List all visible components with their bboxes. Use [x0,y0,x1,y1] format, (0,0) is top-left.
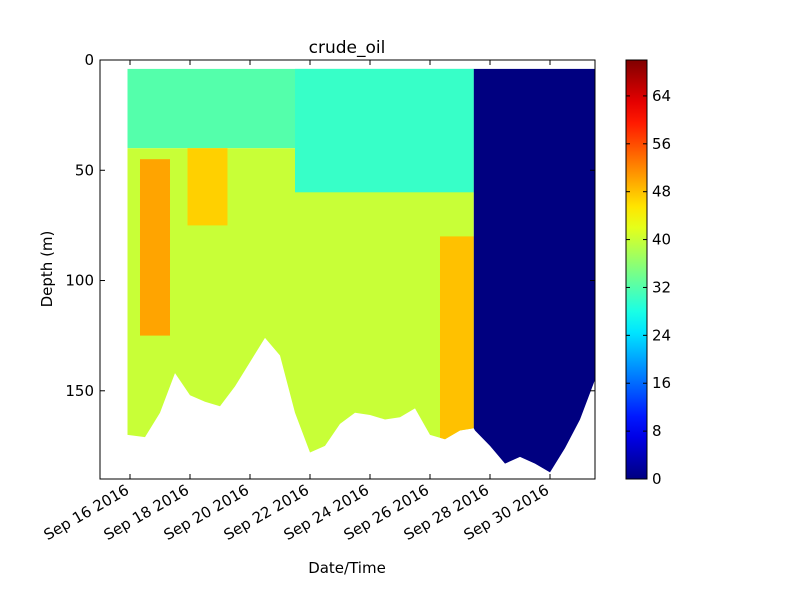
profile-data-layer [127,68,595,473]
colorbar-ticks: 0 8 16 24 32 40 48 56 64 [626,87,671,488]
colorbar-tick-label: 32 [652,278,671,296]
y-axis-ticks: 0 50 100 150 [65,51,595,400]
colorbar-tick-label: 24 [652,326,671,344]
colorbar-tick-label: 48 [652,183,671,201]
colorbar-gradient [625,59,648,480]
colorbar: 0 8 16 24 32 40 48 56 64 [625,59,671,488]
y-axis-label: Depth (m) [38,231,56,308]
x-axis-label: Date/Time [308,559,386,577]
chart-title: crude_oil [309,38,386,58]
value-region-2 [140,159,170,336]
y-tick-label: 0 [84,51,94,69]
colorbar-tick-label: 56 [652,135,671,153]
value-region-5 [440,236,474,446]
y-tick-label: 50 [75,161,94,179]
colorbar-tick-label: 64 [652,87,671,105]
colorbar-tick-label: 16 [652,374,671,392]
colorbar-tick-label: 0 [652,470,662,488]
colorbar-tick-label: 8 [652,422,662,440]
value-region-3 [187,148,228,226]
colorbar-tick-label: 40 [652,231,671,249]
value-region-6 [473,68,595,473]
profile-regions [127,68,595,473]
plot-frame [99,59,596,480]
y-tick-label: 100 [65,272,94,290]
y-tick-label: 150 [65,382,94,400]
value-region-4 [295,68,474,193]
